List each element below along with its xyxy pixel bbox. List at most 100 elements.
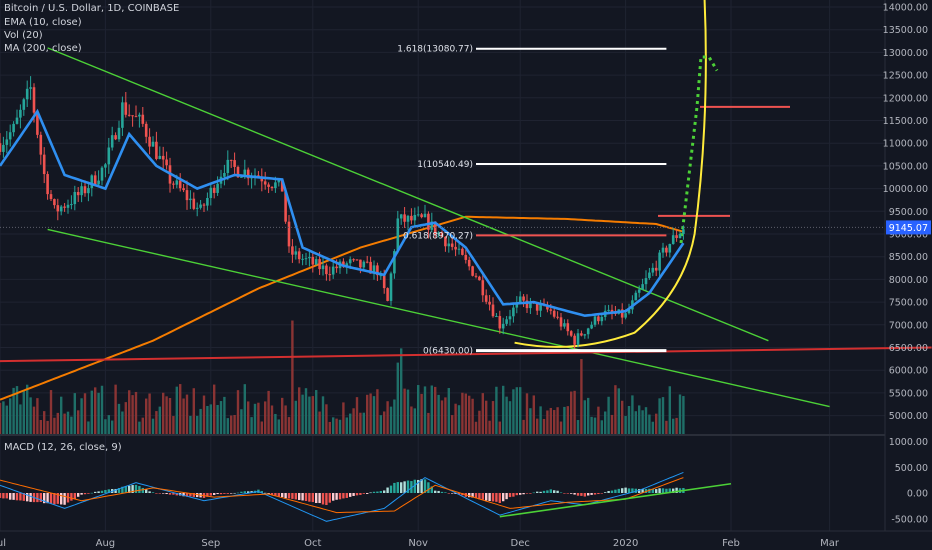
candle <box>304 252 308 265</box>
macd-histogram-bar <box>556 490 559 493</box>
price-tick-label: 12000.00 <box>883 93 928 104</box>
macd-histogram-bar <box>338 493 342 500</box>
macd-histogram-bar <box>172 493 175 495</box>
candle <box>178 173 182 192</box>
candle <box>393 249 396 279</box>
macd-histogram-bar <box>230 493 233 494</box>
macd-histogram-bar <box>444 492 447 493</box>
candle <box>189 190 192 210</box>
candle <box>15 109 19 125</box>
candle <box>403 207 406 228</box>
price-tick-label: 8500.00 <box>889 252 928 263</box>
macd-histogram-bar <box>478 493 481 500</box>
candle <box>410 208 413 225</box>
price-tick-label: 13000.00 <box>883 48 928 59</box>
candle <box>416 206 420 217</box>
price-tick-label: 7500.00 <box>889 298 928 309</box>
ma-legend[interactable]: MA (200, close) <box>4 43 82 54</box>
macd-histogram-bar <box>396 482 399 493</box>
candle <box>464 249 468 264</box>
macd-legend[interactable]: MACD (12, 26, close, 9) <box>4 442 122 453</box>
candle <box>308 249 311 267</box>
candle <box>508 309 512 326</box>
macd-histogram-bar <box>250 491 253 493</box>
candle <box>471 265 474 277</box>
macd-histogram-bar <box>90 492 93 494</box>
macd-histogram-bar <box>260 491 263 493</box>
macd-histogram-bar <box>291 493 294 499</box>
candle <box>461 247 464 256</box>
candle <box>529 297 532 315</box>
ema-legend[interactable]: EMA (10, close) <box>4 17 82 28</box>
candle <box>440 230 444 238</box>
macd-histogram-bar <box>536 491 539 493</box>
candle <box>127 104 131 117</box>
macd-histogram-bar <box>43 493 46 504</box>
candle <box>8 124 12 147</box>
candle <box>87 184 90 202</box>
candle <box>56 198 60 221</box>
candle <box>597 314 600 325</box>
candle <box>675 229 678 242</box>
macd-histogram-bar <box>406 480 410 493</box>
trendline-1[interactable] <box>47 228 830 408</box>
candle <box>444 236 447 252</box>
parabolic-curve[interactable] <box>514 0 707 348</box>
candle <box>641 278 644 290</box>
macd-histogram-bar <box>508 493 512 498</box>
macd-histogram-bar <box>349 493 352 497</box>
last-price-label: 9145.07 <box>889 223 928 234</box>
macd-histogram-bar <box>185 493 189 497</box>
last-price-tag[interactable]: 9145.07 <box>886 220 931 235</box>
macd-histogram-bar <box>641 489 644 493</box>
macd-histogram-bar <box>362 493 365 494</box>
macd-histogram-bar <box>522 493 525 495</box>
macd-histogram-bar <box>100 490 104 493</box>
macd-histogram-bar <box>328 493 331 503</box>
projection-arrow[interactable] <box>679 55 719 244</box>
macd-histogram-bar <box>49 493 53 504</box>
trendline-0[interactable] <box>47 47 769 342</box>
macd-tick-label: 1000.00 <box>889 437 928 448</box>
macd-histogram-bar <box>298 493 301 500</box>
macd-histogram-bar <box>94 491 97 493</box>
macd-histogram-bar <box>335 493 338 500</box>
macd-histogram-bar <box>308 493 311 502</box>
trendline-2[interactable] <box>0 346 932 363</box>
time-tick-label: Feb <box>722 538 740 549</box>
macd-histogram-bar <box>400 482 403 493</box>
candle <box>5 131 9 154</box>
macd-histogram-bar <box>434 490 437 493</box>
vol-legend[interactable]: Vol (20) <box>4 30 43 41</box>
candle <box>155 131 158 161</box>
candle <box>678 231 682 239</box>
macd-histogram-bar <box>155 493 158 494</box>
macd-histogram-bar <box>223 493 226 494</box>
macd-histogram-bar <box>77 493 80 497</box>
candle <box>505 316 508 326</box>
symbol-title[interactable]: Bitcoin / U.S. Dollar, 1D, COINBASE <box>4 3 180 14</box>
candle <box>206 192 209 211</box>
candle <box>134 105 138 118</box>
candle <box>671 227 675 245</box>
candle <box>0 133 2 156</box>
macd-histogram-bar <box>325 493 328 506</box>
price-tick-label: 12500.00 <box>883 71 928 82</box>
macd-histogram-bar <box>83 493 87 495</box>
macd-histogram-bar <box>627 488 631 493</box>
macd-histogram-bar <box>0 493 2 498</box>
macd-histogram-bar <box>219 493 223 495</box>
macd-histogram-bar <box>447 493 450 494</box>
macd-histogram-bar <box>386 487 389 493</box>
candle <box>263 171 267 190</box>
candle <box>73 185 77 211</box>
macd-histogram-bar <box>131 485 134 493</box>
candle <box>396 210 400 254</box>
macd-histogram-bar <box>529 493 532 494</box>
macd-histogram-bar <box>451 493 454 494</box>
macd-histogram-bar <box>519 493 522 495</box>
macd-trendline[interactable] <box>499 482 732 518</box>
macd-histogram-bar <box>440 491 444 493</box>
candle <box>576 328 580 348</box>
